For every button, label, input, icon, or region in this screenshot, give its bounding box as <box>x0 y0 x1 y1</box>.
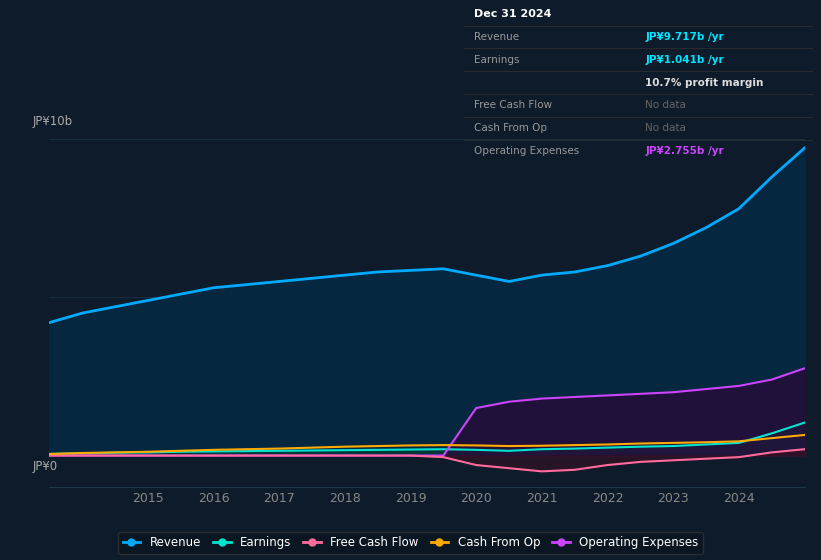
Text: Earnings: Earnings <box>475 55 520 65</box>
Text: No data: No data <box>645 123 686 133</box>
Text: Operating Expenses: Operating Expenses <box>475 146 580 156</box>
Text: 10.7% profit margin: 10.7% profit margin <box>645 78 764 87</box>
Legend: Revenue, Earnings, Free Cash Flow, Cash From Op, Operating Expenses: Revenue, Earnings, Free Cash Flow, Cash … <box>118 531 703 554</box>
Text: Dec 31 2024: Dec 31 2024 <box>475 9 552 19</box>
Text: No data: No data <box>645 100 686 110</box>
Text: JP¥9.717b /yr: JP¥9.717b /yr <box>645 32 724 42</box>
Text: Free Cash Flow: Free Cash Flow <box>475 100 553 110</box>
Text: JP¥2.755b /yr: JP¥2.755b /yr <box>645 146 724 156</box>
Text: JP¥0: JP¥0 <box>33 460 58 473</box>
Text: JP¥10b: JP¥10b <box>33 115 73 128</box>
Text: Cash From Op: Cash From Op <box>475 123 548 133</box>
Text: JP¥1.041b /yr: JP¥1.041b /yr <box>645 55 724 65</box>
Text: Revenue: Revenue <box>475 32 520 42</box>
